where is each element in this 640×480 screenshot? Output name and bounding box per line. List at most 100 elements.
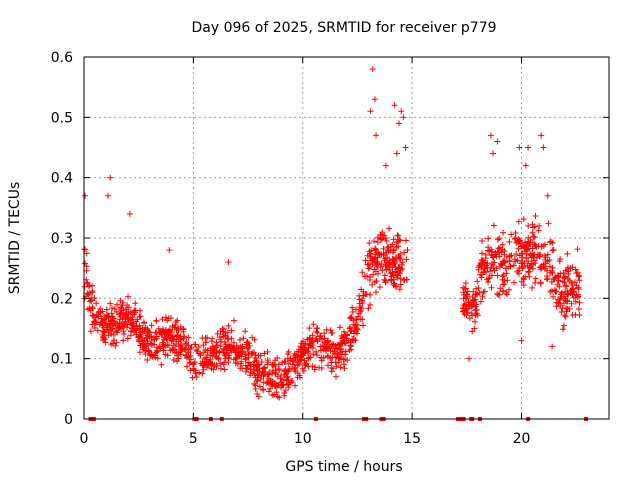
data-point	[276, 367, 283, 374]
data-point	[574, 246, 581, 253]
data-point	[481, 265, 488, 272]
data-point	[371, 238, 378, 245]
grid-lines	[84, 57, 609, 419]
data-point	[240, 335, 247, 342]
data-point	[109, 340, 116, 347]
data-point	[291, 382, 298, 389]
data-point	[544, 267, 551, 274]
data-point	[225, 322, 232, 329]
data-point	[221, 366, 228, 373]
data-point	[462, 280, 469, 287]
data-point	[258, 359, 265, 366]
data-point	[515, 270, 522, 277]
data-point	[372, 251, 379, 258]
data-point	[470, 288, 477, 295]
data-point	[273, 381, 280, 388]
data-point	[313, 348, 320, 355]
data-point	[201, 355, 208, 362]
data-point	[366, 248, 373, 255]
data-point	[386, 257, 393, 264]
data-point	[504, 291, 511, 298]
data-point	[478, 274, 485, 281]
data-point	[519, 254, 526, 261]
data-point	[305, 344, 312, 351]
y-tick-label: 0.2	[51, 291, 73, 307]
data-point	[361, 273, 368, 280]
data-point	[175, 327, 182, 334]
data-point	[328, 364, 335, 371]
data-point	[559, 305, 566, 312]
data-point	[294, 370, 301, 377]
data-point	[215, 356, 222, 363]
data-point	[494, 236, 501, 243]
data-point	[162, 314, 169, 321]
data-point	[298, 349, 305, 356]
data-point	[237, 360, 244, 367]
data-point	[348, 346, 355, 353]
data-point	[359, 316, 366, 323]
data-point	[202, 339, 209, 346]
y-tick-label: 0.5	[51, 110, 73, 126]
data-point	[196, 369, 203, 376]
data-point	[496, 244, 503, 251]
data-point	[130, 324, 137, 331]
data-point	[362, 257, 369, 264]
data-point	[237, 349, 244, 356]
data-point	[390, 246, 397, 253]
data-point	[561, 273, 568, 280]
data-point	[284, 373, 291, 380]
data-point	[195, 344, 202, 351]
data-point	[282, 358, 289, 365]
data-point	[144, 325, 151, 332]
data-point	[196, 350, 203, 357]
data-point	[535, 227, 542, 234]
data-point	[124, 321, 131, 328]
data-point	[132, 318, 139, 325]
data-point	[187, 367, 194, 374]
y-tick-label: 0.6	[51, 50, 73, 66]
data-point	[158, 331, 165, 338]
data-point	[204, 334, 211, 341]
data-point	[573, 282, 580, 289]
data-point	[494, 248, 501, 255]
data-point	[251, 349, 258, 356]
data-point	[478, 263, 485, 270]
data-point	[254, 374, 261, 381]
data-point	[372, 246, 379, 253]
data-point	[503, 290, 510, 297]
data-point	[197, 360, 204, 367]
data-point	[501, 277, 508, 284]
data-point	[360, 322, 367, 329]
data-point	[137, 313, 144, 320]
data-point	[373, 277, 380, 284]
data-point	[506, 253, 513, 260]
x-tick-label: 0	[80, 431, 89, 447]
data-point	[87, 328, 94, 335]
data-point	[481, 288, 488, 295]
data-point	[185, 349, 192, 356]
data-point	[142, 350, 149, 357]
data-point	[575, 273, 582, 280]
data-point	[564, 250, 571, 257]
data-point	[242, 328, 249, 335]
data-point	[500, 287, 507, 294]
data-point	[460, 289, 467, 296]
data-point	[489, 252, 496, 259]
data-point	[281, 389, 288, 396]
data-point	[518, 337, 525, 344]
data-point	[550, 246, 557, 253]
data-point	[531, 234, 538, 241]
data-point	[337, 349, 344, 356]
data-point	[549, 239, 556, 246]
data-point	[140, 341, 147, 348]
data-point	[360, 292, 367, 299]
data-point	[393, 150, 400, 157]
axis-ticks: 0 0.1 0.2 0.3 0.4 0.5 0.6 0 5 10 15 20	[51, 50, 609, 447]
data-point	[285, 348, 292, 355]
data-point	[576, 272, 583, 279]
data-point	[166, 247, 173, 254]
data-point	[306, 354, 313, 361]
data-point	[243, 341, 250, 348]
data-point	[554, 281, 561, 288]
data-point	[321, 342, 328, 349]
